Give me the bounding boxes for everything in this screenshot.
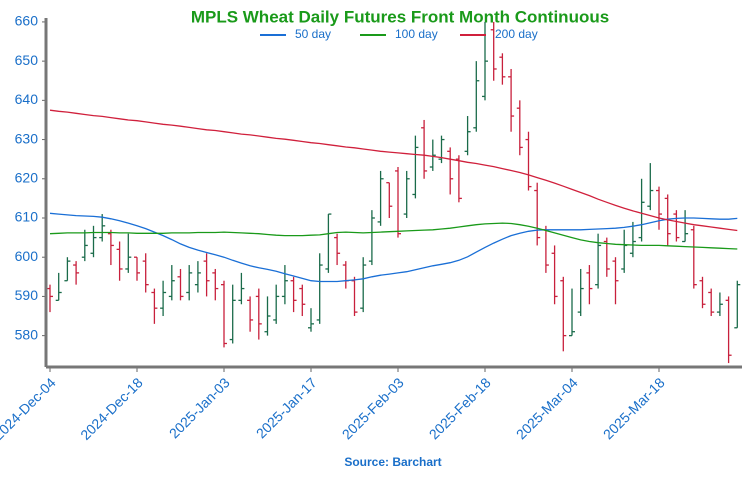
x-tick-label: 2025-Jan-03 [166, 374, 233, 441]
ohlc-bars [47, 21, 741, 364]
y-tick-label: 610 [15, 209, 39, 225]
legend-label: 100 day [395, 27, 438, 41]
y-tick-label: 590 [15, 287, 39, 303]
ma-line [49, 212, 738, 283]
legend-label: 50 day [295, 27, 331, 41]
x-tick-label: 2025-Feb-18 [426, 374, 494, 442]
x-tick-label: 2025-Jan-17 [253, 374, 320, 441]
chart-title: MPLS Wheat Daily Futures Front Month Con… [191, 7, 609, 26]
source: Source: Barchart [344, 455, 441, 469]
x-tick-label: 2024-Dec-04 [0, 374, 59, 443]
y-tick-label: 620 [15, 169, 39, 185]
y-tick-label: 600 [15, 248, 39, 264]
y-tick-label: 660 [15, 13, 39, 29]
ma-line [49, 109, 738, 232]
y-tick-label: 630 [15, 130, 39, 146]
legend-label: 200 day [495, 27, 538, 41]
x-tick-label: 2025-Mar-18 [600, 374, 668, 442]
y-tick-label: 640 [15, 91, 39, 107]
x-tick-label: 2025-Mar-04 [513, 374, 581, 442]
y-tick-label: 650 [15, 52, 39, 68]
y-tick-label: 580 [15, 326, 39, 342]
x-tick-label: 2024-Dec-18 [77, 374, 146, 443]
x-tick-label: 2025-Feb-03 [339, 374, 407, 442]
ma-line [49, 222, 738, 250]
